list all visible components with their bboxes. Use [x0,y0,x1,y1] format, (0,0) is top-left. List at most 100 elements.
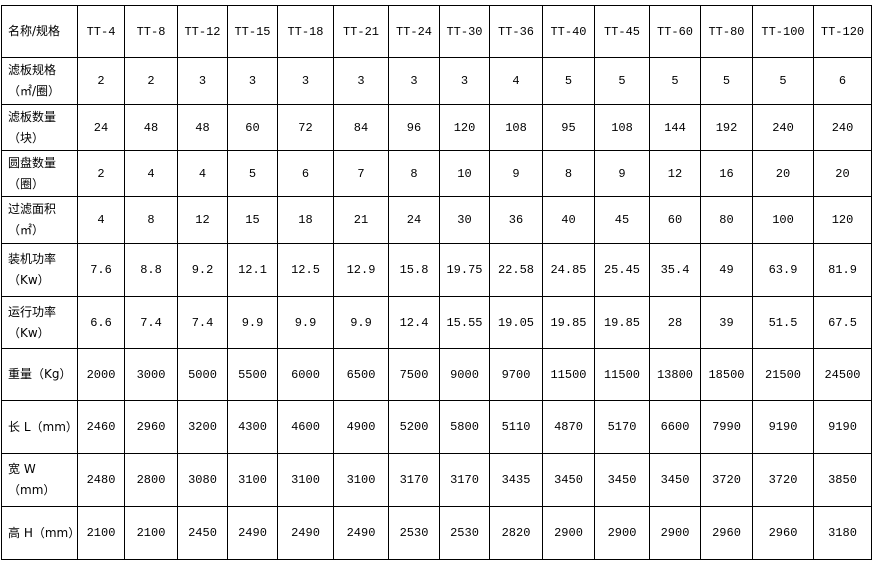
value-cell: 24 [77,104,125,151]
value-cell: 13800 [649,348,701,401]
value-cell: 21 [333,196,389,244]
value-cell: 5000 [177,348,228,401]
row-label: 装机功率 [8,252,57,266]
value-cell: 3100 [333,453,389,507]
value-cell: 2530 [439,506,490,560]
value-cell: 3850 [813,453,872,507]
value-cell: 2900 [649,506,701,560]
value-cell: 9190 [813,400,872,454]
table-row: 长 L（mm） 2460 2960 3200 4300 4600 4900 5200 5800 5… [1,400,872,454]
value-cell: 84 [333,104,389,151]
value-cell: 2960 [752,506,814,560]
value-cell: 2820 [489,506,543,560]
value-cell: 48 [177,104,228,151]
value-cell: 2480 [77,453,125,507]
table-row: 重量（Kg） 2000 3000 5000 5500 6000 6500 7500 9000 97… [1,348,872,401]
value-cell: 9.9 [277,296,334,349]
row-unit: （圈） [8,176,45,191]
table-row: 装机功率 （Kw） 7.6 8.8 9.2 12.1 12.5 12.9 15.8 19.75 22… [1,243,872,297]
value-cell: 2960 [124,400,178,454]
header-row: 名称/规格 TT-4 TT-8 TT-12 TT-15 TT-18 TT-21 TT-24 TT… [1,5,872,58]
value-cell: 19.05 [489,296,543,349]
value-cell: 2900 [594,506,650,560]
value-cell: 108 [594,104,650,151]
value-cell: 24 [388,196,440,244]
value-cell: 3450 [594,453,650,507]
value-cell: 3 [277,57,334,105]
value-cell: 4300 [227,400,278,454]
row-unit: （块） [8,130,45,145]
value-cell: 9.9 [333,296,389,349]
value-cell: 2100 [77,506,125,560]
value-cell: 144 [649,104,701,151]
table-row: 滤板数量 （块） 24 48 48 60 72 84 96 120 108 95 108 144 192 24… [1,104,872,151]
header-label-cell: 名称/规格 [1,5,78,58]
row-label: 滤板数量 [8,109,57,124]
row-unit: （Kw） [8,325,50,340]
row-label: 重量（Kg） [8,367,72,381]
model-header-cell: TT-30 [439,5,490,58]
value-cell: 40 [542,196,595,244]
table-row: 过滤面积 （㎡） 4 8 12 15 18 21 24 30 36 40 45 60 80 100 120 [1,196,872,244]
value-cell: 4 [177,150,228,197]
value-cell: 2490 [277,506,334,560]
value-cell: 8 [388,150,440,197]
value-cell: 15.8 [388,243,440,297]
value-cell: 24.85 [542,243,595,297]
value-cell: 67.5 [813,296,872,349]
value-cell: 7990 [700,400,753,454]
value-cell: 7.4 [177,296,228,349]
value-cell: 48 [124,104,178,151]
value-cell: 3180 [813,506,872,560]
table-row: 高 H（mm） 2100 2100 2450 2490 2490 2490 2530 2530 2… [1,506,872,560]
row-label-cell: 高 H（mm） [1,506,81,560]
value-cell: 60 [227,104,278,151]
model-header-cell: TT-120 [813,5,872,58]
row-label-cell: 运行功率 （Kw） [1,296,78,349]
value-cell: 5 [649,57,701,105]
value-cell: 22.58 [489,243,543,297]
value-cell: 39 [700,296,753,349]
value-cell: 120 [813,196,872,244]
value-cell: 24500 [813,348,872,401]
value-cell: 35.4 [649,243,701,297]
value-cell: 5110 [489,400,543,454]
value-cell: 18 [277,196,334,244]
value-cell: 2 [124,57,178,105]
value-cell: 9700 [489,348,543,401]
row-label-cell: 重量（Kg） [1,348,78,401]
value-cell: 20 [813,150,872,197]
value-cell: 100 [752,196,814,244]
value-cell: 60 [649,196,701,244]
table-row: 圆盘数量 （圈） 2 4 4 5 6 7 8 10 9 8 9 12 16 20 20 [1,150,872,197]
value-cell: 5 [594,57,650,105]
value-cell: 5170 [594,400,650,454]
value-cell: 9190 [752,400,814,454]
value-cell: 3100 [227,453,278,507]
value-cell: 10 [439,150,490,197]
value-cell: 2450 [177,506,228,560]
value-cell: 5 [752,57,814,105]
specs-table: 名称/规格 TT-4 TT-8 TT-12 TT-15 TT-18 TT-21 TT-24 TT… [1,5,872,560]
model-header-cell: TT-45 [594,5,650,58]
model-header-cell: TT-4 [77,5,125,58]
model-header-cell: TT-80 [700,5,753,58]
value-cell: 11500 [542,348,595,401]
value-cell: 8 [542,150,595,197]
value-cell: 3100 [277,453,334,507]
value-cell: 4 [124,150,178,197]
model-header-cell: TT-21 [333,5,389,58]
value-cell: 6 [277,150,334,197]
value-cell: 63.9 [752,243,814,297]
value-cell: 80 [700,196,753,244]
table-row: 宽 W（mm） 2480 2800 3080 3100 3100 3100 3170 3170 3… [1,453,872,507]
value-cell: 72 [277,104,334,151]
value-cell: 3435 [489,453,543,507]
row-label: 高 H（mm） [8,525,81,540]
value-cell: 6000 [277,348,334,401]
row-label: 圆盘数量 [8,155,57,170]
value-cell: 51.5 [752,296,814,349]
row-label-cell: 长 L（mm） [1,400,78,454]
value-cell: 4900 [333,400,389,454]
row-label-cell: 宽 W（mm） [1,453,78,507]
